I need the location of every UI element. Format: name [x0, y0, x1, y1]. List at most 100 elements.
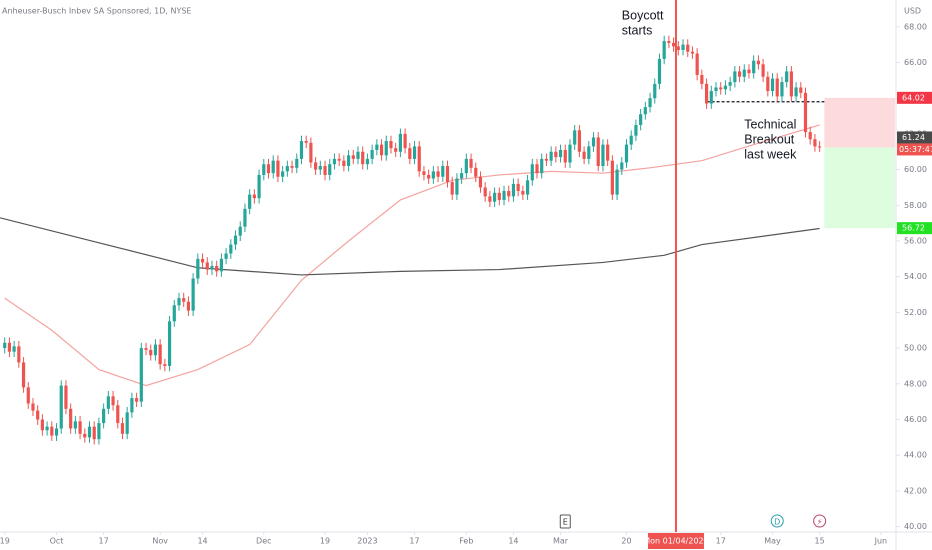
event-label-bg	[647, 533, 704, 549]
candle-body	[69, 408, 73, 429]
candle-body	[502, 191, 506, 200]
candle-body	[596, 137, 600, 167]
candle-body	[441, 166, 445, 177]
y-tick-label: 68.00	[904, 22, 927, 31]
x-tick-label: Mar	[553, 537, 569, 546]
candle-body	[615, 169, 619, 195]
candle-body	[412, 146, 417, 159]
candle-body	[789, 71, 793, 97]
candle-body	[563, 149, 567, 163]
x-tick-label: 17	[409, 537, 419, 546]
candle-body	[102, 408, 106, 424]
candle-body	[558, 149, 563, 158]
candle-body	[328, 164, 332, 175]
candle-body	[50, 426, 54, 436]
candle-body	[238, 226, 242, 236]
candle-body	[577, 130, 581, 152]
candle-body	[219, 258, 223, 272]
y-tick-label: 60.00	[904, 165, 927, 174]
y-tick-label: 42.00	[904, 486, 927, 495]
candle-body	[295, 158, 299, 168]
candle-body	[191, 278, 195, 311]
candle-body	[200, 258, 205, 263]
candle-body	[106, 396, 110, 409]
candle-body	[309, 142, 313, 163]
x-tick-label: 15	[815, 537, 825, 546]
candle-body	[507, 191, 511, 197]
candle-body	[290, 166, 294, 168]
candle-body	[149, 349, 153, 356]
countdown: 05:37:47	[899, 145, 932, 154]
candle-body	[497, 192, 501, 200]
x-tick-label: 19	[0, 537, 10, 546]
x-tick-label: 14	[197, 537, 207, 546]
candle-body	[700, 74, 704, 84]
candle-body	[172, 305, 176, 322]
candle-body	[766, 76, 770, 92]
candle-body	[163, 364, 167, 366]
candle-body	[568, 144, 572, 163]
y-tick-label: 58.00	[904, 201, 927, 210]
candle-body	[83, 433, 87, 438]
candle-body	[365, 158, 370, 165]
currency: USD	[904, 7, 921, 16]
candle-body	[525, 180, 530, 195]
candle-body	[346, 155, 351, 167]
annotation: last week	[744, 147, 797, 161]
candle-body	[535, 164, 539, 174]
candle-body	[54, 428, 59, 436]
candle-body	[31, 403, 35, 411]
candle-body	[394, 148, 398, 152]
candle-body	[818, 146, 822, 148]
position-stop-zone	[824, 147, 895, 229]
candle-body	[417, 146, 421, 172]
candle-body	[167, 321, 172, 366]
candle-body	[266, 164, 271, 174]
candle-body	[653, 83, 657, 99]
candle-body	[709, 91, 713, 104]
candle-body	[464, 158, 468, 174]
candle-body	[460, 173, 464, 179]
candle-body	[130, 398, 134, 413]
chart-title: Anheuser-Busch Inbev SA Sponsored, 1D, N…	[2, 7, 191, 16]
candle-body	[21, 362, 26, 388]
candle-body	[521, 191, 525, 195]
candle-body	[215, 266, 219, 272]
candle-body	[205, 262, 209, 270]
candle-body	[361, 151, 365, 165]
countdown-bg	[897, 143, 932, 156]
candle-body	[493, 192, 497, 202]
candle-body	[728, 82, 732, 86]
candle-body	[257, 174, 261, 199]
price-label: 64.02	[902, 93, 925, 102]
candle-body	[780, 82, 784, 97]
candle-body	[455, 178, 459, 195]
candle-body	[610, 160, 614, 195]
x-tick-label: Oct	[50, 537, 64, 546]
candle-body	[116, 405, 120, 424]
candle-body	[229, 244, 233, 254]
candle-body	[314, 162, 318, 170]
candle-body	[78, 421, 82, 434]
candle-body	[158, 344, 162, 365]
candle-body	[511, 183, 516, 197]
candle-body	[695, 53, 699, 75]
candle-body	[17, 346, 21, 363]
price-label: 56.72	[902, 224, 925, 233]
candle-body	[153, 344, 158, 356]
annotation: Technical	[744, 117, 796, 131]
candle-body	[97, 423, 101, 440]
candle-body	[135, 398, 139, 402]
candle-body	[624, 144, 629, 163]
candle-body	[620, 162, 624, 170]
x-tick-label: Dec	[256, 537, 271, 546]
price-label: 61.24	[902, 133, 925, 142]
candle-body	[427, 174, 431, 179]
candle-body	[59, 385, 63, 429]
candle-body	[408, 148, 412, 159]
y-tick-label: 44.00	[904, 451, 927, 460]
candle-body	[573, 130, 577, 145]
candle-body	[770, 78, 775, 92]
candle-body	[177, 298, 181, 306]
event-label: E	[563, 518, 568, 527]
